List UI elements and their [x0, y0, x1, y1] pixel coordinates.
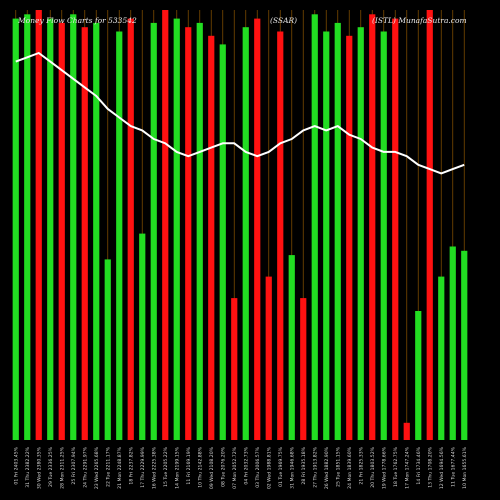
x-tick-label: 01 Fri 2403.45%: [13, 446, 19, 484]
x-tick-label: 21 Mon 2248.87%: [117, 446, 123, 488]
bar: [196, 22, 203, 441]
x-tick-label: 04 Fri 2032.73%: [243, 446, 249, 484]
x-tick-label: 24 Mon 1839.60%: [347, 446, 353, 488]
x-tick-label: 30 Wed 2380.35%: [36, 446, 42, 489]
x-tick-label: 12 Wed 1694.56%: [439, 446, 445, 489]
bar: [93, 22, 100, 441]
x-axis-labels: 01 Fri 2403.45% 31 Thu 2382.22% 30 Wed 238…: [13, 446, 468, 489]
x-tick-label: 16 Wed 2225.38%: [151, 446, 157, 489]
bar: [231, 298, 238, 440]
bar: [426, 10, 433, 440]
x-tick-label: 17 Mon 1747.24%: [404, 446, 410, 488]
x-tick-label: 14 Mon 2199.15%: [174, 446, 180, 488]
x-tick-label: 19 Wed 1778.66%: [381, 446, 387, 489]
x-tick-label: 22 Tue 2211.17%: [105, 446, 111, 487]
x-tick-label: 20 Thu 1803.52%: [370, 446, 376, 487]
x-tick-label: 11 Fri 2169.19%: [186, 446, 192, 484]
bar: [334, 22, 341, 441]
x-tick-label: 10 Thu 2142.88%: [197, 446, 203, 487]
x-tick-label: 18 Fri 2237.82%: [128, 446, 134, 484]
bar-series: [12, 10, 468, 441]
bar: [185, 27, 192, 440]
bar: [403, 422, 410, 440]
money-flow-line: [15, 52, 465, 175]
bar: [265, 276, 272, 440]
bar: [208, 35, 215, 441]
x-tick-label: 31 Mon 1946.68%: [289, 446, 295, 488]
x-tick-label: 13 Thu 1708.20%: [427, 446, 433, 487]
x-tick-label: 08 Tue 2076.20%: [220, 446, 226, 487]
bar: [81, 27, 88, 440]
bar: [139, 233, 146, 440]
bar: [357, 27, 364, 440]
bar: [127, 18, 134, 440]
bar: [323, 31, 330, 440]
x-tick-label: 25 Tue 1851.15%: [335, 446, 341, 487]
bar: [346, 35, 353, 441]
x-tick-label: 26 Wed 1882.90%: [324, 446, 330, 489]
x-tick-label: 25 Fri 2307.94%: [71, 446, 77, 484]
x-tick-label: 09 Wed 2108.20%: [209, 446, 215, 489]
bar: [242, 27, 249, 440]
x-tick-label: 23 Wed 2265.68%: [94, 446, 100, 489]
bar: [173, 18, 180, 440]
x-tick-label: 28 Mon 2311.25%: [59, 446, 65, 488]
x-tick-label: 01 Tue 1969.75%: [278, 446, 284, 487]
bar: [70, 14, 77, 441]
bar: [47, 18, 54, 440]
bar: [24, 14, 31, 441]
bar: [150, 22, 157, 441]
bar: [12, 18, 19, 440]
bar: [288, 255, 295, 440]
x-tick-label: 14 Fri 1734.46%: [416, 446, 422, 484]
bar: [380, 31, 387, 440]
x-tick-label: 07 Mon 2052.72%: [232, 446, 238, 488]
x-tick-label: 27 Thu 1913.82%: [312, 446, 318, 487]
bar: [311, 14, 318, 441]
x-tick-label: 17 Thu 2229.99%: [140, 446, 146, 487]
bar: [35, 10, 42, 440]
chart-title-left: Money Flow Charts for 533542: [17, 16, 137, 25]
bar: [369, 14, 376, 441]
bar: [104, 259, 111, 440]
chart-title-right: (ISTL) MunafaSutra.com: [372, 16, 467, 25]
x-tick-label: 21 Fri 1825.33%: [358, 446, 364, 484]
bar: [58, 22, 65, 441]
bar: [438, 276, 445, 440]
bar: [254, 18, 261, 440]
bar: [415, 311, 422, 440]
bar: [449, 246, 456, 440]
bar: [219, 44, 226, 441]
x-tick-label: 31 Thu 2382.22%: [25, 446, 31, 487]
x-tick-label: 02 Wed 1988.81%: [266, 446, 272, 489]
bar: [277, 31, 284, 440]
x-tick-label: 18 Tue 1762.75%: [393, 446, 399, 487]
bar: [392, 18, 399, 440]
x-tick-label: 28 Fri 1935.18%: [301, 446, 307, 484]
bar: [116, 31, 123, 440]
x-tick-label: 10 Mon 1655.61%: [462, 446, 468, 488]
x-tick-label: 24 Thu 2291.97%: [82, 446, 88, 487]
bar: [162, 10, 169, 440]
x-tick-label: 03 Thu 2006.57%: [255, 446, 261, 487]
x-tick-label: 15 Tue 2205.22%: [163, 446, 169, 487]
bar: [300, 298, 307, 440]
x-tick-label: 11 Tue 1677.44%: [450, 446, 456, 487]
chart-title-center: (SSAR): [270, 16, 297, 25]
x-tick-label: 29 Tue 2336.25%: [48, 446, 54, 487]
bar: [461, 250, 468, 440]
